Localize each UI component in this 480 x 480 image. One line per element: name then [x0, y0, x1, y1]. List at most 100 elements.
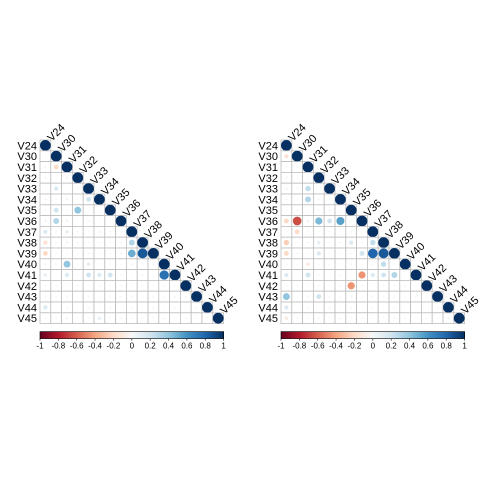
correlation-circle [318, 231, 320, 233]
colorbar-segment [151, 331, 155, 339]
correlation-circle [127, 249, 136, 258]
correlation-circle [404, 284, 407, 287]
colorbar-segment [60, 331, 63, 339]
colorbar-segment [106, 331, 109, 339]
correlation-circle [307, 209, 309, 211]
colorbar-segment [431, 331, 434, 339]
colorbar-segment [295, 331, 298, 339]
correlation-circle [393, 317, 396, 319]
correlation-circle [361, 241, 363, 244]
colorbar-segment [175, 331, 179, 339]
correlation-circle [44, 317, 47, 319]
colorbar-segment [133, 331, 136, 339]
correlation-circle [453, 312, 465, 324]
row-label: V44 [258, 302, 278, 314]
colorbar-segment [49, 331, 52, 339]
correlation-circle [315, 217, 323, 225]
correlation-circle [350, 230, 353, 233]
colorbar-segment [118, 331, 122, 339]
colorbar-segment [290, 331, 293, 339]
colorbar-segment [153, 331, 157, 339]
colorbar-segment [413, 331, 416, 339]
colorbar-segment [45, 331, 48, 339]
colorbar-tick-label: 0.8 [200, 342, 212, 351]
colorbar-segment [47, 331, 50, 339]
colorbar-segment [216, 331, 219, 339]
correlation-circle [284, 154, 289, 159]
colorbar-segment [282, 331, 286, 339]
correlation-circle [371, 263, 374, 266]
colorbar-segment [429, 331, 432, 339]
colorbar-segment [181, 331, 184, 339]
correlation-circle [296, 241, 298, 244]
colorbar-segment [389, 331, 392, 339]
correlation-circle [65, 316, 69, 320]
correlation-circle [381, 272, 387, 278]
correlation-circle [421, 280, 433, 292]
correlation-circle [339, 306, 342, 309]
colorbar-segment [374, 331, 377, 339]
correlation-circle [76, 274, 79, 276]
correlation-circle [76, 187, 79, 190]
colorbar-segment [69, 331, 72, 339]
colorbar-segment [303, 331, 306, 339]
correlation-circle [98, 209, 101, 211]
row-label: V45 [17, 313, 37, 325]
correlation-circle [97, 316, 102, 320]
correlation-circle [55, 198, 57, 201]
colorbar-tick-label: 0.6 [422, 342, 434, 351]
correlation-circle [292, 216, 302, 226]
correlation-circle [152, 306, 155, 309]
correlation-circle [318, 306, 320, 309]
colorbar-segment [387, 331, 390, 339]
row-label: V44 [17, 302, 37, 314]
colorbar-segment [363, 331, 366, 339]
correlation-circle [55, 263, 57, 265]
colorbar-segment [281, 331, 284, 339]
correlation-circle [86, 272, 92, 278]
correlation-circle [281, 140, 292, 151]
correlation-circle [284, 305, 289, 310]
correlation-circle [184, 317, 187, 320]
correlation-circle [336, 216, 345, 226]
colorbar-segment [207, 331, 210, 339]
correlation-circle [66, 306, 68, 309]
correlation-circle [130, 306, 133, 309]
colorbar-segment [462, 331, 465, 339]
colorbar-segment [185, 331, 188, 339]
correlation-circle [44, 176, 47, 179]
colorbar-tick-label: 0.2 [145, 342, 157, 351]
correlation-circle [109, 220, 111, 222]
correlation-circle [109, 306, 112, 309]
correlation-circle [120, 306, 122, 309]
colorbar-segment [426, 331, 429, 339]
row-label: V30 [258, 151, 278, 163]
correlation-circle [40, 140, 51, 151]
correlation-circle [285, 209, 288, 211]
colorbar-segment [354, 331, 357, 339]
correlation-circle [361, 263, 363, 265]
colorbar-segment [218, 331, 221, 339]
colorbar-segment [197, 331, 201, 339]
colorbar-segment [126, 331, 129, 339]
correlation-circle [174, 295, 176, 298]
row-label: V34 [258, 194, 278, 206]
correlation-circle [296, 284, 299, 287]
correlation-circle [86, 262, 91, 266]
correlation-circle [415, 285, 417, 287]
colorbar-segment [139, 331, 142, 339]
correlation-circle [55, 295, 57, 298]
correlation-circle [77, 220, 79, 222]
colorbar-segment [451, 331, 454, 339]
correlation-circle [86, 196, 92, 202]
correlation-circle [87, 241, 90, 244]
correlation-circle [120, 241, 122, 244]
colorbar-segment [56, 331, 59, 339]
correlation-circle [109, 295, 112, 298]
correlation-circle [137, 248, 148, 259]
correlation-circle [169, 269, 181, 281]
colorbar-segment [104, 331, 107, 339]
correlation-circle [447, 317, 450, 320]
colorbar-segment [337, 331, 341, 339]
row-label: V24 [17, 140, 37, 152]
